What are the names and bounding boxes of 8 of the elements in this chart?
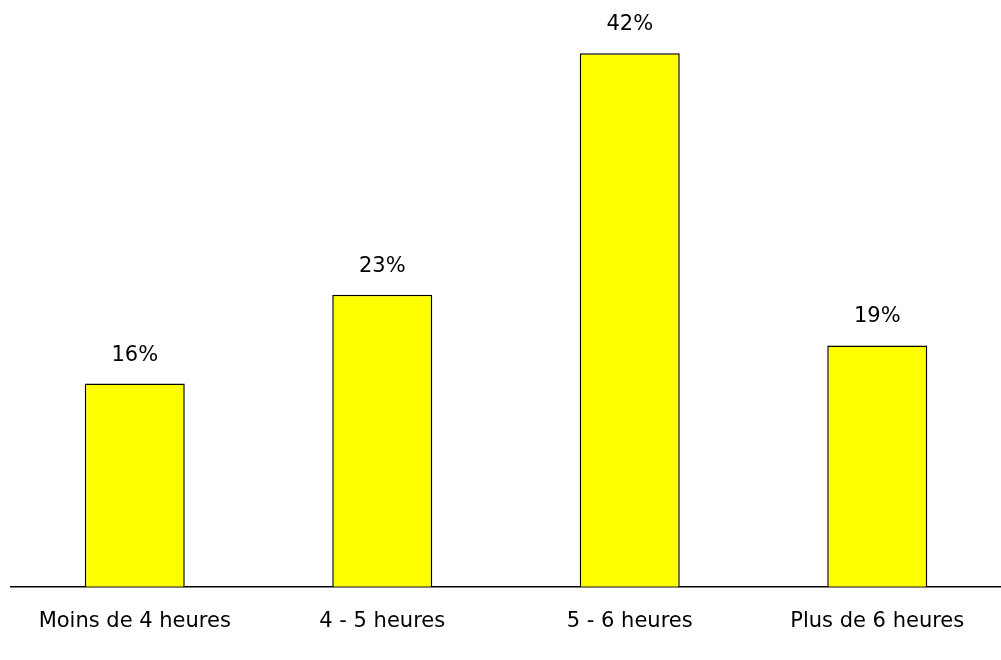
data-label: 23% xyxy=(358,252,406,277)
x-tick-label: Moins de 4 heures xyxy=(38,607,231,632)
data-label: 16% xyxy=(111,341,159,366)
x-tick-label: 5 - 6 heures xyxy=(566,607,693,632)
data-label: 42% xyxy=(606,11,654,36)
data-label: 19% xyxy=(853,303,901,328)
x-tick-label: Plus de 6 heures xyxy=(790,607,965,632)
x-tick-label: 4 - 5 heures xyxy=(319,607,446,632)
